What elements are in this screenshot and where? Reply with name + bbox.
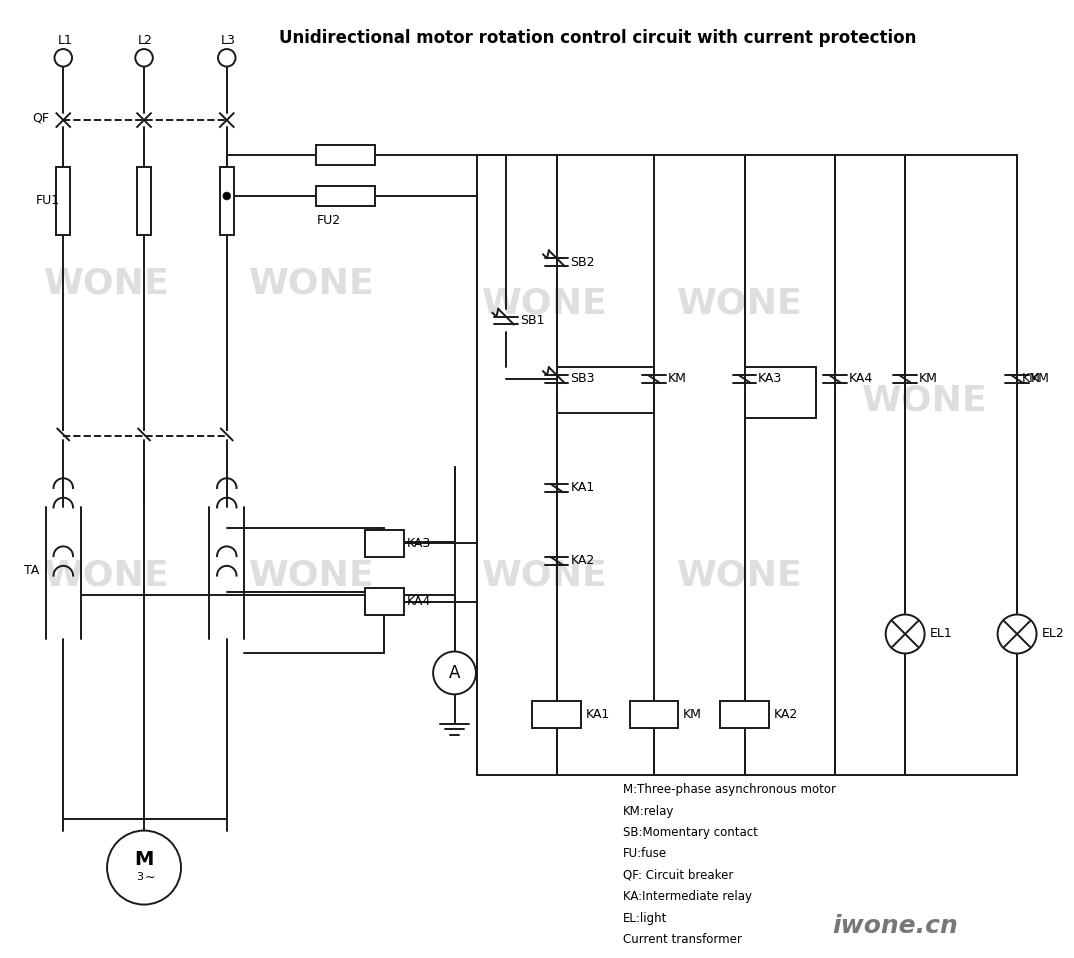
Text: KA1: KA1 <box>570 482 595 494</box>
Text: KA2: KA2 <box>570 555 595 567</box>
Text: WONE: WONE <box>677 559 802 593</box>
Text: WONE: WONE <box>677 286 802 320</box>
Text: L1: L1 <box>57 34 72 47</box>
Text: KM:relay: KM:relay <box>623 805 674 817</box>
Circle shape <box>886 614 925 653</box>
Text: KM: KM <box>668 373 686 385</box>
Text: WONE: WONE <box>482 559 608 593</box>
Text: WONE: WONE <box>44 266 170 301</box>
Text: SB2: SB2 <box>570 256 595 268</box>
Text: QF: QF <box>32 112 49 125</box>
Bar <box>317 146 375 165</box>
Text: L3: L3 <box>221 34 236 47</box>
Text: FU:fuse: FU:fuse <box>623 848 667 860</box>
Text: KA4: KA4 <box>848 373 873 385</box>
Text: QF: Circuit breaker: QF: Circuit breaker <box>623 869 734 882</box>
Text: EL2: EL2 <box>1042 627 1064 641</box>
Text: FU1: FU1 <box>37 194 60 207</box>
Text: EL:light: EL:light <box>623 912 667 924</box>
Text: KM: KM <box>1031 373 1049 385</box>
Circle shape <box>998 614 1036 653</box>
Text: KM: KM <box>1022 373 1041 385</box>
Bar <box>721 701 769 728</box>
Text: Unidirectional motor rotation control circuit with current protection: Unidirectional motor rotation control ci… <box>279 30 917 47</box>
Text: SB:Momentary contact: SB:Momentary contact <box>623 826 758 839</box>
Bar <box>365 588 404 615</box>
Bar <box>533 701 581 728</box>
Text: FU2: FU2 <box>317 214 340 227</box>
Bar <box>317 186 375 206</box>
Bar <box>629 701 679 728</box>
Bar <box>57 167 70 235</box>
Text: WONE: WONE <box>248 266 375 301</box>
Circle shape <box>55 49 72 66</box>
Text: M:Three-phase asynchronous motor: M:Three-phase asynchronous motor <box>623 784 836 796</box>
Text: KA4: KA4 <box>407 595 431 608</box>
Text: WONE: WONE <box>248 559 375 593</box>
Text: KA:Intermediate relay: KA:Intermediate relay <box>623 890 752 903</box>
Text: KA3: KA3 <box>758 373 783 385</box>
Circle shape <box>218 49 235 66</box>
Circle shape <box>223 193 231 200</box>
Text: SB1: SB1 <box>520 314 545 327</box>
Text: Current transformer: Current transformer <box>623 933 742 947</box>
Bar <box>137 167 150 235</box>
Text: 3: 3 <box>136 873 144 882</box>
Text: KM: KM <box>918 373 938 385</box>
Text: KA1: KA1 <box>586 708 610 721</box>
Text: A: A <box>449 664 460 682</box>
Text: TA: TA <box>25 564 40 578</box>
Text: KM: KM <box>683 708 702 721</box>
Text: KA2: KA2 <box>773 708 798 721</box>
Text: WONE: WONE <box>861 383 987 418</box>
Circle shape <box>433 651 476 695</box>
Circle shape <box>107 831 182 904</box>
Text: ∼: ∼ <box>145 871 155 884</box>
Text: WONE: WONE <box>482 286 608 320</box>
Text: EL1: EL1 <box>929 627 953 641</box>
Text: L2: L2 <box>139 34 154 47</box>
Circle shape <box>135 49 153 66</box>
Bar <box>220 167 233 235</box>
Text: M: M <box>134 851 154 869</box>
Text: KA3: KA3 <box>407 537 431 550</box>
Text: WONE: WONE <box>44 559 170 593</box>
Text: iwone.cn: iwone.cn <box>832 914 958 938</box>
Text: SB3: SB3 <box>570 373 595 385</box>
Bar <box>365 530 404 558</box>
